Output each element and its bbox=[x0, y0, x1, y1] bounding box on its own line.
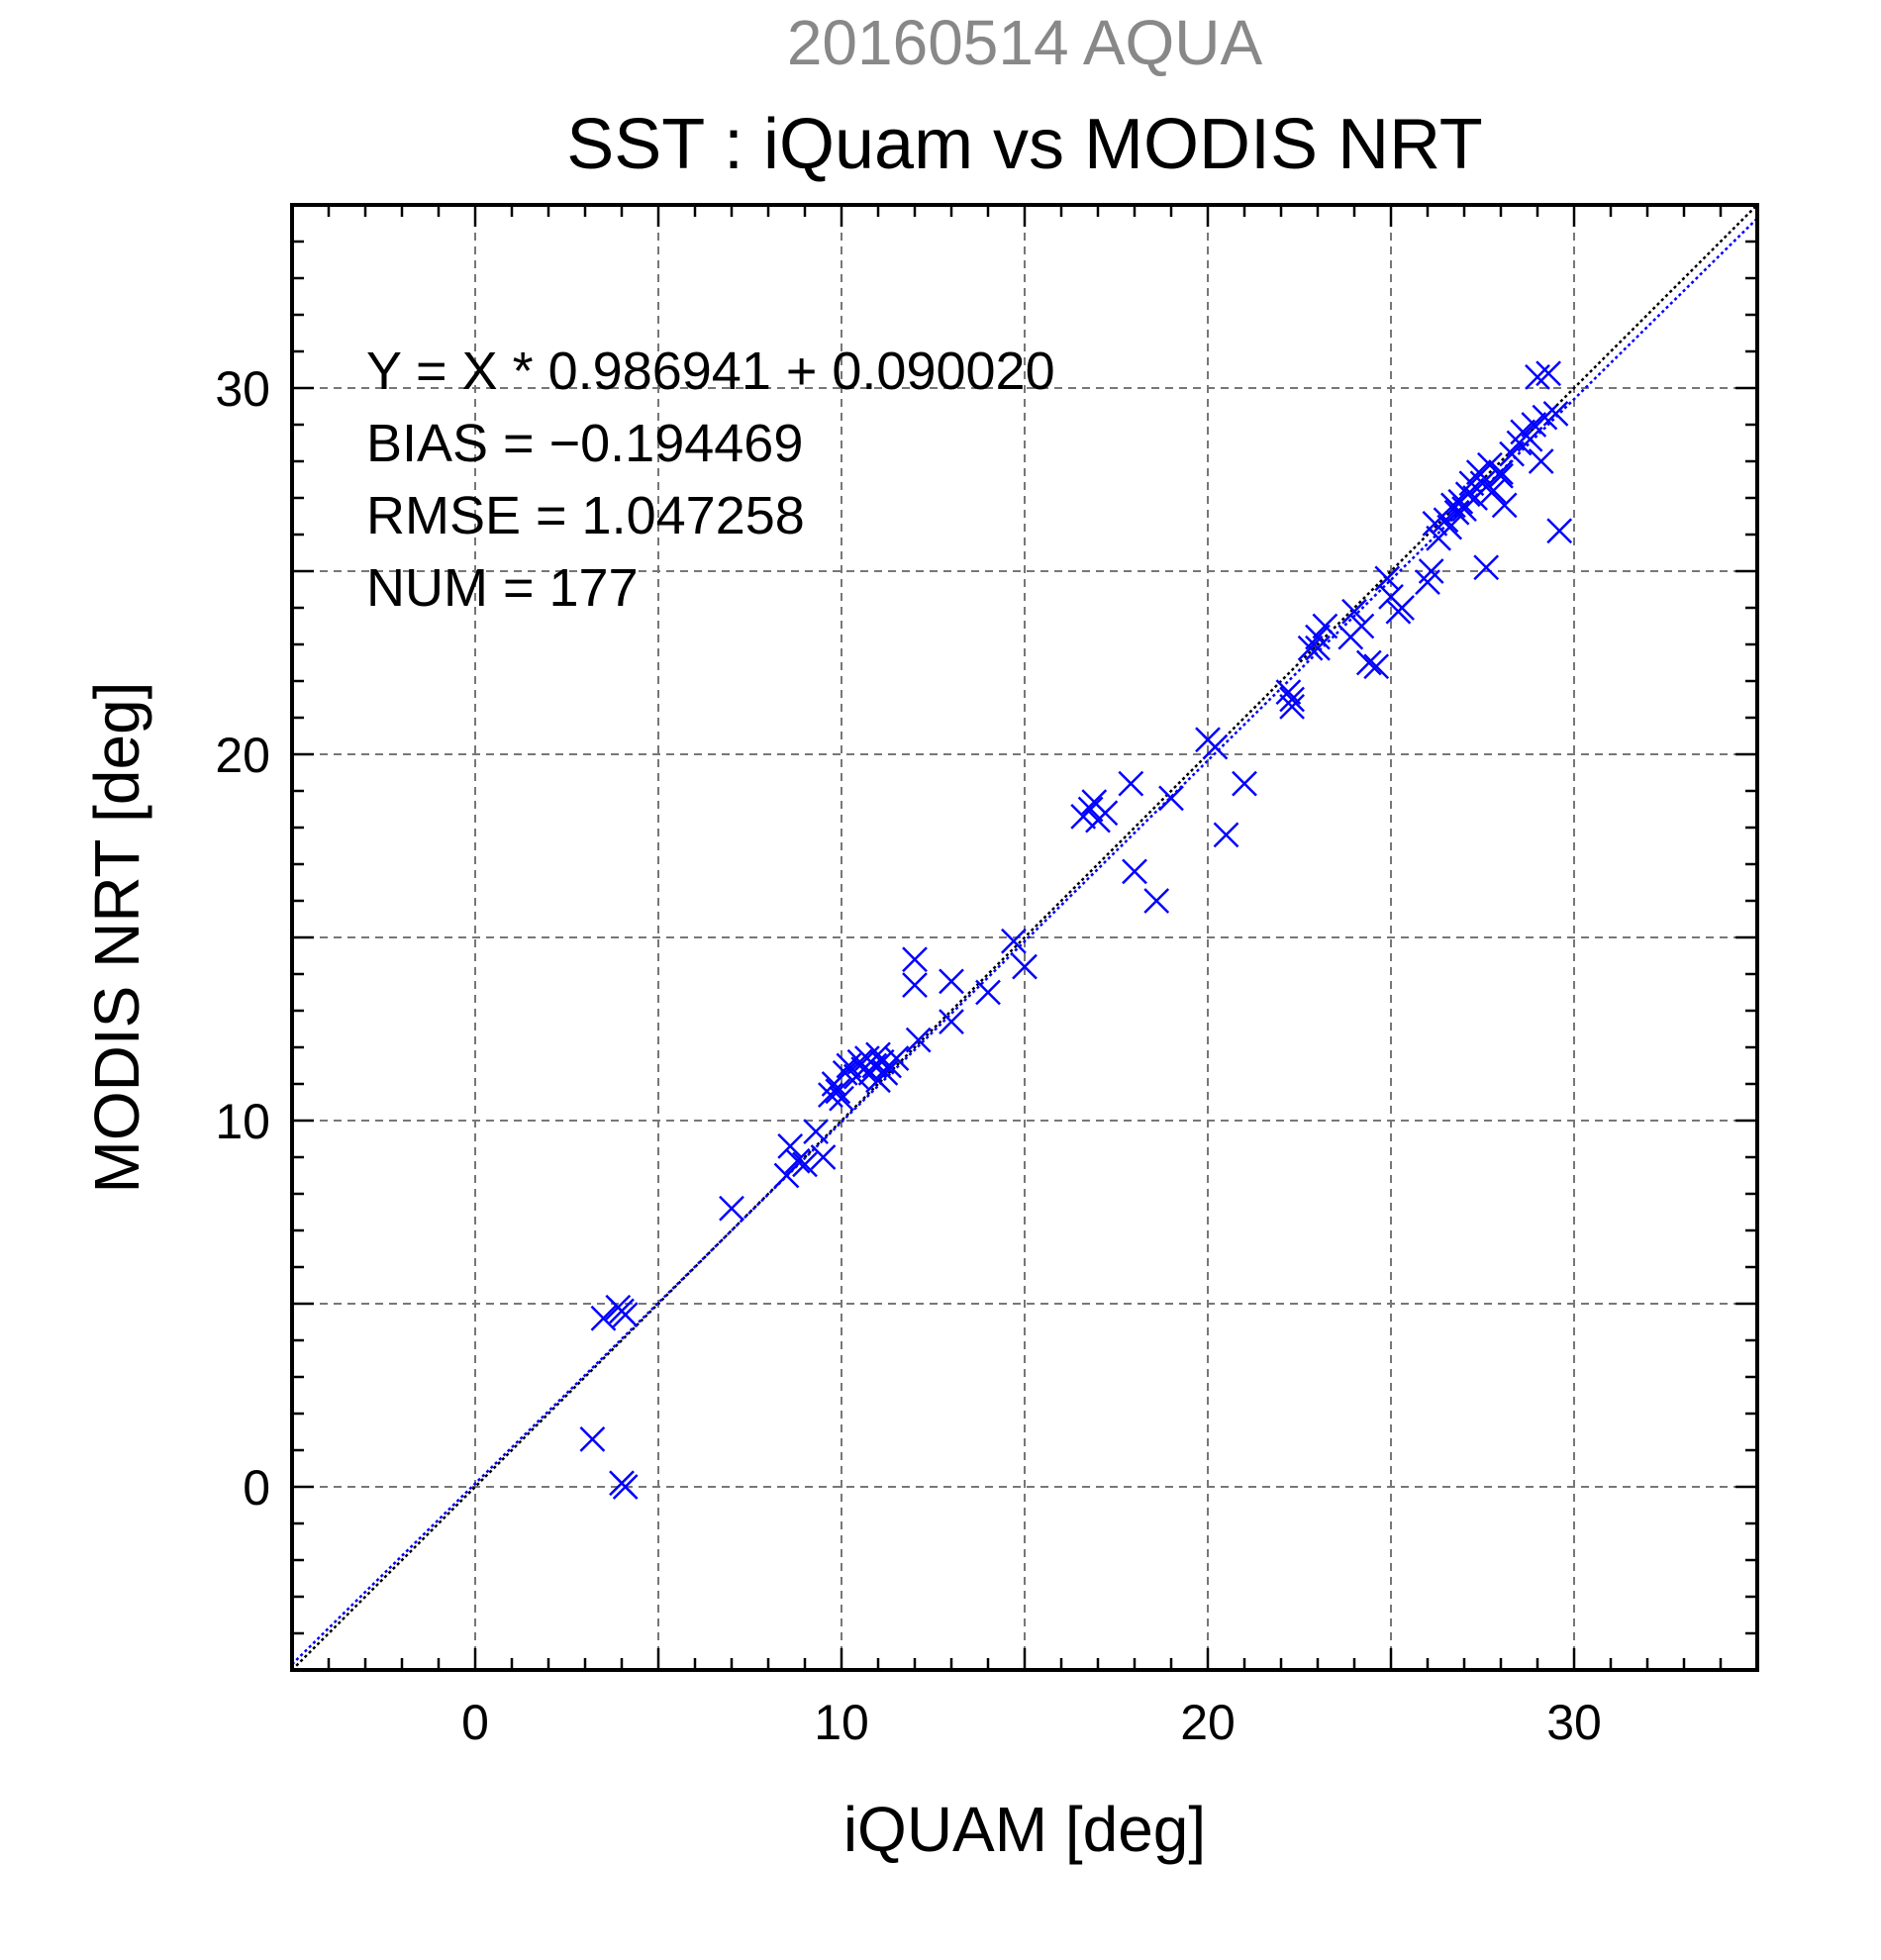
rmse-value: RMSE = 1.047258 bbox=[366, 486, 805, 545]
tick-labels: 0 10 20 30 0 10 20 30 bbox=[215, 361, 1601, 1750]
data-point bbox=[1092, 800, 1119, 827]
data-point bbox=[1488, 459, 1514, 485]
data-point bbox=[1436, 514, 1463, 540]
data-point bbox=[719, 1195, 744, 1222]
y-tick-label: 20 bbox=[215, 728, 270, 783]
x-tick-label: 20 bbox=[1180, 1695, 1236, 1750]
data-point bbox=[1143, 888, 1170, 914]
x-tick-label: 0 bbox=[461, 1695, 489, 1750]
data-point bbox=[825, 1078, 851, 1105]
x-axis-title: iQUAM [deg] bbox=[843, 1794, 1206, 1865]
data-point bbox=[939, 968, 964, 995]
data-point bbox=[1355, 649, 1382, 676]
data-point bbox=[1462, 485, 1488, 511]
bias-value: BIAS = −0.194469 bbox=[366, 414, 803, 473]
data-point bbox=[773, 1162, 800, 1189]
data-point bbox=[1305, 635, 1331, 661]
data-point bbox=[784, 1147, 811, 1174]
data-point bbox=[1279, 694, 1305, 720]
data-point bbox=[829, 1085, 854, 1112]
num-value: NUM = 177 bbox=[366, 558, 639, 618]
data-point bbox=[777, 1133, 804, 1159]
data-point bbox=[1473, 554, 1500, 581]
x-tick-label: 10 bbox=[814, 1695, 869, 1750]
fit-lines bbox=[291, 204, 1758, 1671]
data-point bbox=[883, 1045, 910, 1071]
identity-line bbox=[291, 204, 1758, 1671]
data-point bbox=[1305, 624, 1331, 650]
y-tick-label: 10 bbox=[215, 1094, 270, 1149]
data-point bbox=[1469, 470, 1496, 497]
data-point bbox=[1528, 448, 1554, 474]
data-point bbox=[1122, 858, 1147, 885]
data-point bbox=[579, 1426, 606, 1452]
data-point bbox=[1491, 492, 1518, 519]
data-point bbox=[1001, 928, 1027, 954]
data-point bbox=[1279, 686, 1305, 713]
grid bbox=[292, 205, 1757, 1670]
data-point bbox=[1202, 734, 1229, 760]
data-point bbox=[612, 1474, 639, 1500]
stats-box: Y = X * 0.986941 + 0.090020 BIAS = −0.19… bbox=[366, 342, 1055, 618]
data-point bbox=[1521, 412, 1547, 438]
chart-title: SST : iQuam vs MODIS NRT bbox=[566, 105, 1483, 184]
data-point bbox=[1297, 635, 1324, 661]
data-point bbox=[902, 972, 928, 998]
data-point bbox=[1499, 441, 1525, 467]
data-point bbox=[1213, 822, 1239, 848]
data-point bbox=[1517, 426, 1543, 452]
regression-equation: Y = X * 0.986941 + 0.090020 bbox=[366, 342, 1055, 401]
data-point bbox=[1389, 595, 1415, 621]
data-point bbox=[1232, 770, 1257, 797]
data-point bbox=[1418, 558, 1444, 584]
data-point bbox=[1312, 613, 1338, 639]
data-point bbox=[902, 946, 928, 973]
date-satellite-title: 20160514 AQUA bbox=[787, 7, 1263, 78]
data-point bbox=[872, 1060, 899, 1086]
data-point bbox=[975, 979, 1001, 1006]
regression-line bbox=[291, 217, 1758, 1666]
data-point bbox=[792, 1151, 818, 1178]
data-point bbox=[1275, 679, 1302, 705]
data-point bbox=[1077, 796, 1104, 823]
y-tick-label: 30 bbox=[215, 361, 270, 417]
data-point bbox=[1546, 518, 1573, 544]
data-point bbox=[939, 1009, 964, 1034]
data-point bbox=[1480, 477, 1507, 504]
data-point bbox=[1488, 462, 1514, 489]
data-point bbox=[1535, 360, 1561, 387]
data-point bbox=[1542, 401, 1569, 427]
data-point bbox=[905, 1027, 932, 1053]
data-point bbox=[1158, 785, 1184, 812]
data-point bbox=[1348, 613, 1375, 639]
x-tick-label: 30 bbox=[1546, 1695, 1602, 1750]
data-points bbox=[579, 360, 1573, 1500]
data-point bbox=[1341, 598, 1367, 625]
data-point bbox=[1433, 507, 1459, 534]
data-point bbox=[1012, 953, 1038, 980]
data-point bbox=[1118, 770, 1144, 797]
data-point bbox=[1363, 653, 1390, 680]
data-point bbox=[810, 1144, 837, 1170]
data-point bbox=[612, 1302, 639, 1327]
plot-frame bbox=[290, 203, 1759, 1672]
y-axis-title: MODIS NRT [deg] bbox=[81, 682, 152, 1194]
data-point bbox=[590, 1305, 617, 1331]
y-tick-label: 0 bbox=[243, 1460, 270, 1516]
data-point bbox=[803, 1119, 829, 1144]
